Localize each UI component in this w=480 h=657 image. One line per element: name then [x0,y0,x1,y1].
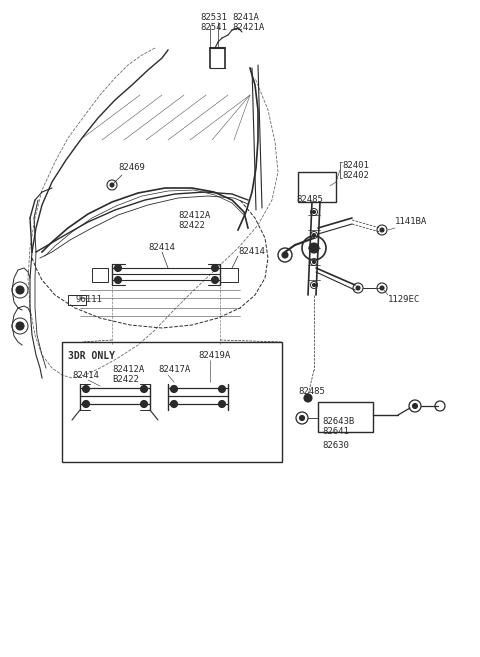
Circle shape [83,401,89,407]
Circle shape [141,401,147,407]
Text: 82485: 82485 [298,388,325,397]
Text: 3DR ONLY: 3DR ONLY [68,351,115,361]
Text: 82643B: 82643B [322,417,354,426]
Circle shape [115,277,121,284]
Circle shape [141,386,147,392]
Circle shape [312,260,315,263]
Circle shape [218,386,226,392]
Text: 82485: 82485 [296,196,323,204]
Circle shape [115,265,121,271]
Text: 82422: 82422 [178,221,205,231]
Text: 82419A: 82419A [198,350,230,359]
Text: 1141BA: 1141BA [395,217,427,227]
Circle shape [212,277,218,284]
Text: 82630: 82630 [322,440,349,449]
Circle shape [356,286,360,290]
Text: 82641: 82641 [322,428,349,436]
Text: 82401: 82401 [342,160,369,170]
Text: 82531: 82531 [200,14,227,22]
Circle shape [110,183,114,187]
Text: 8241A: 8241A [232,14,259,22]
Circle shape [380,228,384,232]
Text: 96111: 96111 [75,296,102,304]
Bar [92,268,108,282]
Bar [318,402,373,432]
Circle shape [16,322,24,330]
Bar [298,172,336,202]
Circle shape [380,286,384,290]
Circle shape [309,243,319,253]
Bar [68,295,86,305]
Circle shape [282,252,288,258]
Text: 82469: 82469 [118,164,145,173]
Circle shape [212,265,218,271]
Text: 82414: 82414 [238,248,265,256]
Circle shape [304,394,312,402]
Text: 82412A: 82412A [178,210,210,219]
Text: 82414: 82414 [72,371,99,380]
Circle shape [412,403,418,409]
Text: 82402: 82402 [342,171,369,181]
Circle shape [312,210,315,214]
Circle shape [312,233,315,237]
Circle shape [16,286,24,294]
Circle shape [83,386,89,392]
Text: 82541: 82541 [200,24,227,32]
Circle shape [170,401,178,407]
Text: B2422: B2422 [112,376,139,384]
Circle shape [170,386,178,392]
Circle shape [312,284,315,286]
Bar [62,342,282,462]
Bar [220,268,238,282]
Text: 82412A: 82412A [112,365,144,374]
Circle shape [300,415,304,420]
Text: 82414: 82414 [148,244,175,252]
Circle shape [218,401,226,407]
Text: 1129EC: 1129EC [388,296,420,304]
Text: 82417A: 82417A [158,365,190,374]
Text: 82421A: 82421A [232,24,264,32]
